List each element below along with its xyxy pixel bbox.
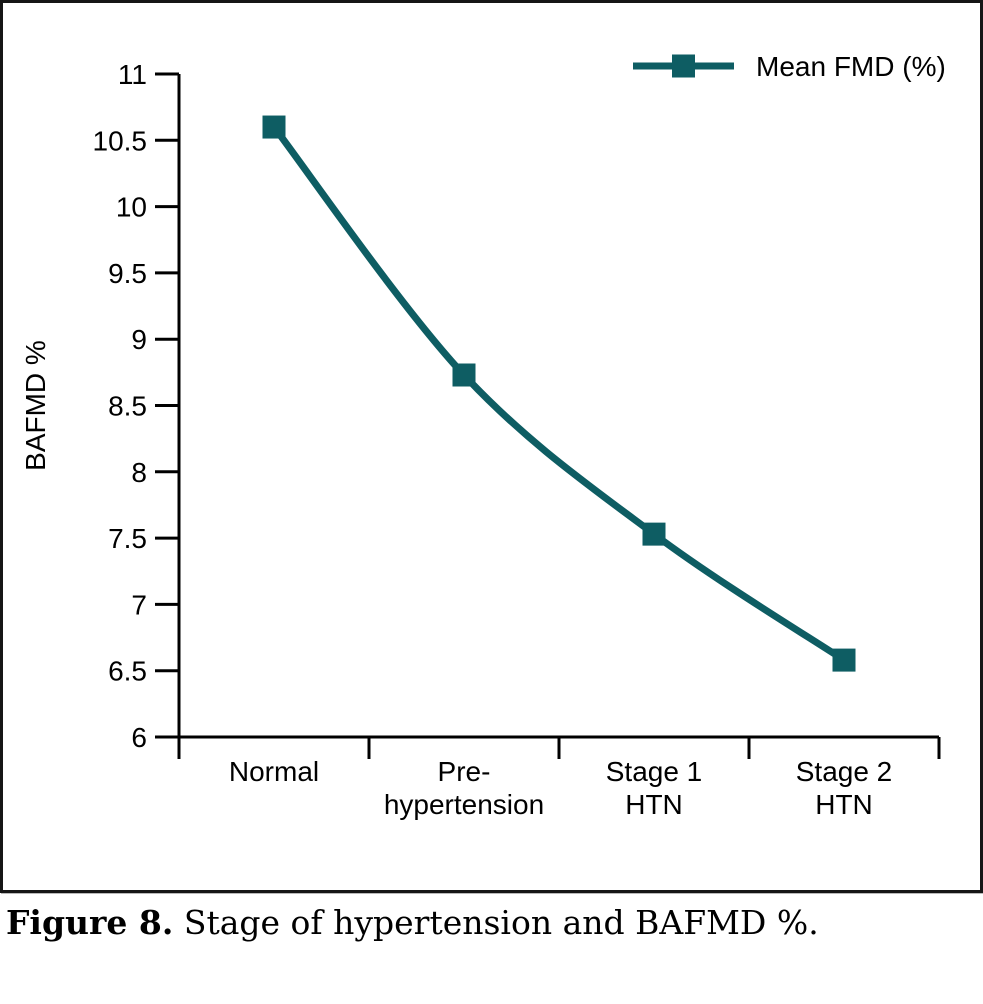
x-axis-category-label-line: Pre- (438, 756, 491, 787)
x-axis-category-label-line: hypertension (384, 789, 544, 820)
x-axis-category-label-line: Normal (229, 756, 319, 787)
x-axis-category-label: Normal (229, 756, 319, 787)
y-tick-label: 11 (118, 59, 147, 90)
y-tick-label: 10 (116, 192, 147, 223)
y-tick-label: 9 (131, 324, 147, 355)
line-chart: 6 6.5 7 7.5 8 8.5 9 9.5 10 10.5 11 Normal Pre-hypert… (20, 51, 946, 820)
legend: Mean FMD (%) (633, 51, 946, 82)
legend-marker (672, 54, 695, 78)
y-tick-label: 8 (131, 457, 147, 488)
y-axis: 6 6.5 7 7.5 8 8.5 9 9.5 10 10.5 11 (93, 59, 181, 759)
y-tick-label: 8.5 (108, 391, 147, 422)
y-tick-label: 6.5 (108, 656, 147, 687)
x-axis-category-label-line: HTN (625, 789, 683, 820)
figure-caption: Figure 8. Stage of hypertension and BAFM… (6, 903, 966, 942)
y-axis-title: BAFMD % (20, 340, 51, 471)
y-tick-label: 7 (131, 589, 147, 620)
data-point-marker (262, 115, 286, 139)
y-tick-label: 6 (131, 722, 147, 753)
data-point-marker (452, 363, 476, 387)
legend-label: Mean FMD (%) (756, 51, 946, 82)
data-point-marker (642, 522, 666, 546)
figure-caption-label: Figure 8. (6, 903, 174, 942)
series-mean-fmd (262, 115, 856, 672)
figure-caption-text: Stage of hypertension and BAFMD %. (183, 903, 819, 942)
x-axis-category-label-line: Stage 2 (796, 756, 893, 787)
series-line (271, 124, 846, 664)
x-axis-category-label: Pre-hypertension (384, 756, 544, 820)
y-tick-label: 7.5 (108, 523, 147, 554)
data-point-marker (832, 648, 856, 672)
y-tick-label: 9.5 (108, 258, 147, 289)
x-axis-category-label-line: HTN (815, 789, 873, 820)
y-tick-label: 10.5 (93, 125, 148, 156)
x-axis-category-label-line: Stage 1 (606, 756, 703, 787)
figure-box: 6 6.5 7 7.5 8 8.5 9 9.5 10 10.5 11 Normal Pre-hypert… (0, 0, 983, 893)
